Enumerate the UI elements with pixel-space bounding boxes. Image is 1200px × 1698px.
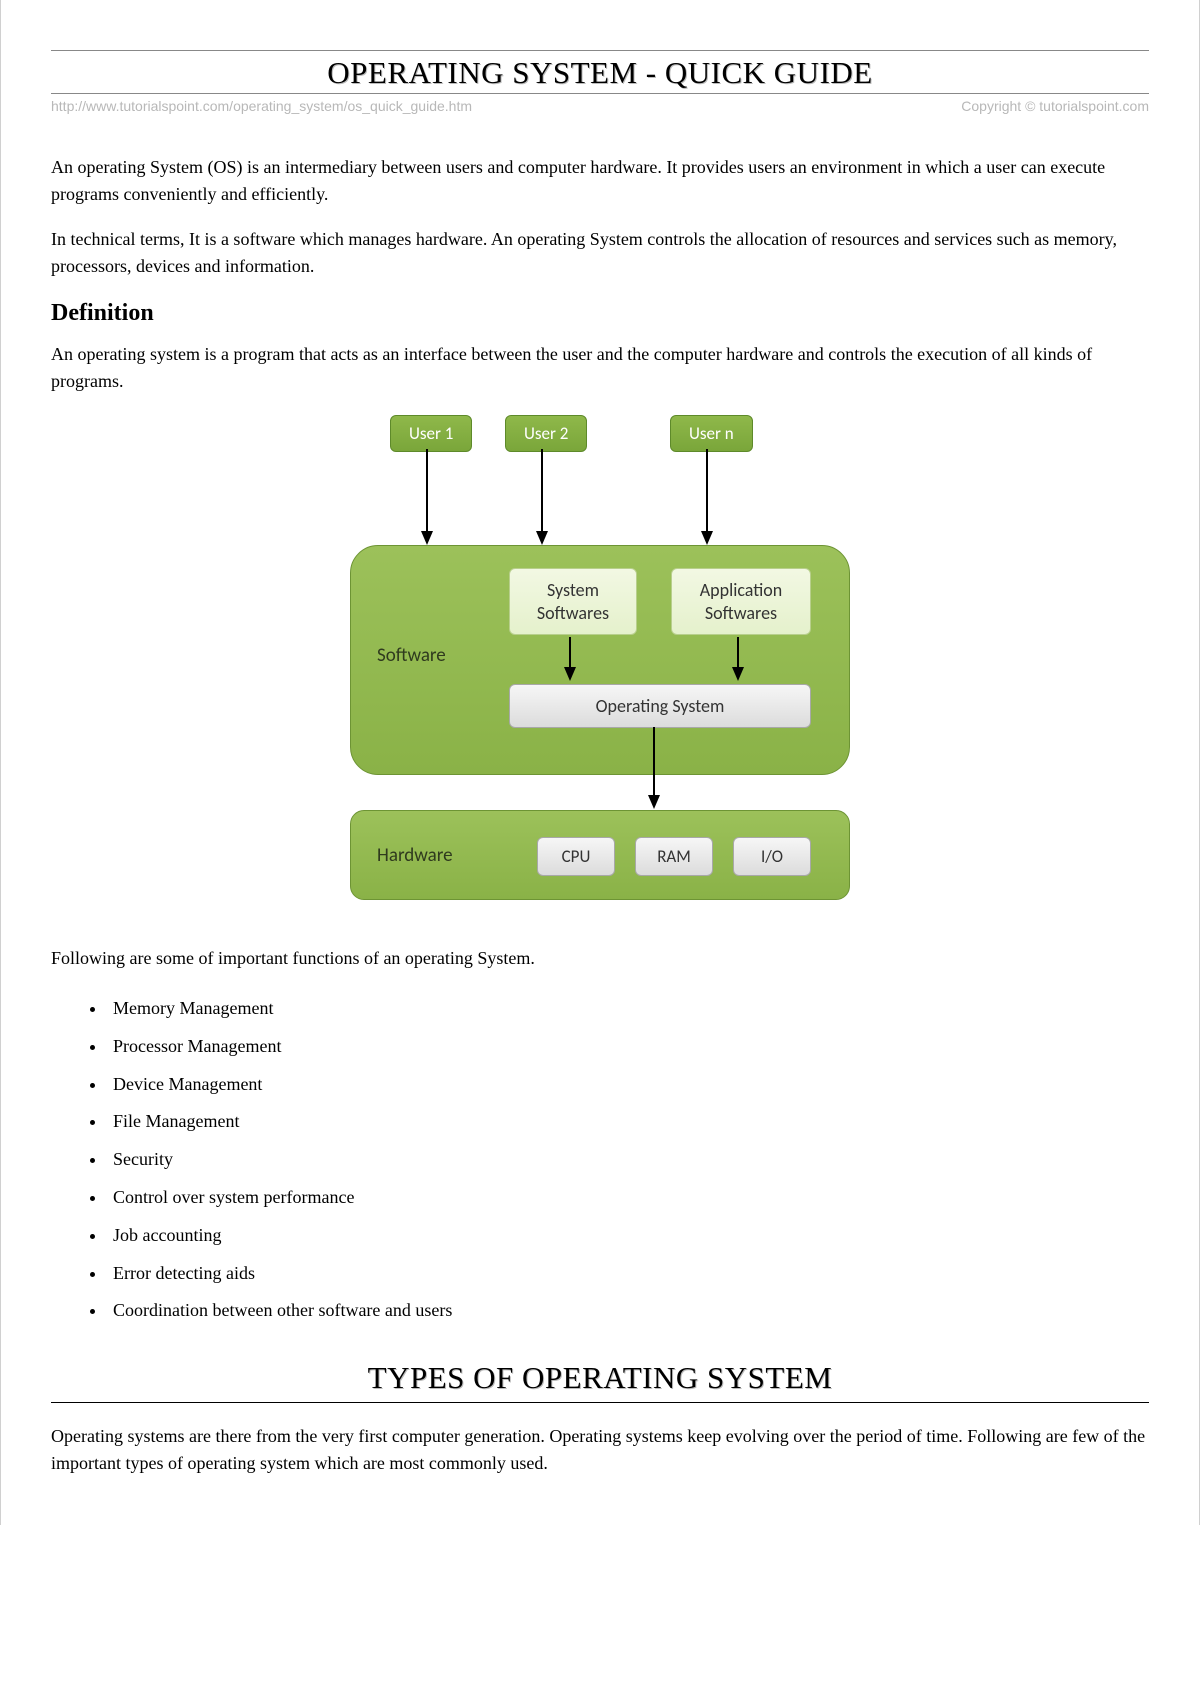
diagram-hardware-label: Hardware: [377, 844, 453, 867]
diagram-hw-chip: RAM: [635, 837, 713, 876]
diagram-user-box: User 2: [505, 415, 587, 452]
diagram-hw-chip-label: CPU: [562, 846, 591, 867]
list-item: Device Management: [107, 1066, 1149, 1104]
diagram-software-panel: Software SystemSoftwares ApplicationSoft…: [350, 545, 850, 775]
diagram-system-softwares-box: SystemSoftwares: [509, 568, 637, 635]
arrow-icon: [701, 449, 713, 545]
copyright-text: Copyright © tutorialspoint.com: [961, 98, 1149, 114]
diagram-hw-chip: I/O: [733, 837, 811, 876]
section-divider: [51, 1402, 1149, 1403]
main-content: An operating System (OS) is an intermedi…: [51, 154, 1149, 1477]
diagram-application-softwares-box: ApplicationSoftwares: [671, 568, 811, 635]
diagram-canvas: User 1 User 2 User n Software SystemSoft…: [350, 415, 850, 915]
functions-list: Memory Management Processor Management D…: [51, 990, 1149, 1330]
diagram-hw-chip-label: I/O: [761, 846, 783, 867]
list-item: Error detecting aids: [107, 1255, 1149, 1293]
arrow-icon: [536, 449, 548, 545]
list-item: Processor Management: [107, 1028, 1149, 1066]
arrow-icon: [421, 449, 433, 545]
diagram-software-label: Software: [377, 644, 446, 667]
types-section-title: TYPES OF OPERATING SYSTEM: [51, 1360, 1149, 1396]
diagram-hw-chip: CPU: [537, 837, 615, 876]
diagram-user-box: User 1: [390, 415, 472, 452]
source-url: http://www.tutorialspoint.com/operating_…: [51, 98, 472, 114]
intro-paragraph-1: An operating System (OS) is an intermedi…: [51, 154, 1149, 208]
list-item: Job accounting: [107, 1217, 1149, 1255]
types-section-title-block: TYPES OF OPERATING SYSTEM: [51, 1360, 1149, 1396]
types-paragraph-1: Operating systems are there from the ver…: [51, 1423, 1149, 1477]
intro-paragraph-2: In technical terms, It is a software whi…: [51, 226, 1149, 280]
list-item: Security: [107, 1141, 1149, 1179]
list-item: Control over system performance: [107, 1179, 1149, 1217]
diagram-os-box: Operating System: [509, 684, 811, 728]
diagram-user-label: User 2: [524, 423, 568, 444]
diagram-hardware-panel: Hardware CPU RAM I/O: [350, 810, 850, 900]
diagram-os-label: Operating System: [596, 695, 725, 717]
diagram-hw-chip-label: RAM: [657, 846, 691, 867]
page-title: OPERATING SYSTEM - QUICK GUIDE: [51, 55, 1149, 91]
definition-text: An operating system is a program that ac…: [51, 341, 1149, 395]
functions-intro: Following are some of important function…: [51, 945, 1149, 972]
diagram-user-label: User 1: [409, 423, 453, 444]
list-item: Coordination between other software and …: [107, 1292, 1149, 1330]
list-item: Memory Management: [107, 990, 1149, 1028]
list-item: File Management: [107, 1103, 1149, 1141]
header-title-block: OPERATING SYSTEM - QUICK GUIDE: [51, 50, 1149, 93]
arrow-icon: [648, 727, 660, 809]
arrow-icon: [564, 637, 576, 681]
document-page: OPERATING SYSTEM - QUICK GUIDE http://ww…: [0, 0, 1200, 1525]
diagram-user-label: User n: [689, 423, 734, 444]
definition-heading: Definition: [51, 300, 1149, 327]
arrow-icon: [732, 637, 744, 681]
os-architecture-diagram: User 1 User 2 User n Software SystemSoft…: [350, 415, 850, 915]
diagram-user-box: User n: [670, 415, 753, 452]
header-meta-row: http://www.tutorialspoint.com/operating_…: [51, 93, 1149, 114]
